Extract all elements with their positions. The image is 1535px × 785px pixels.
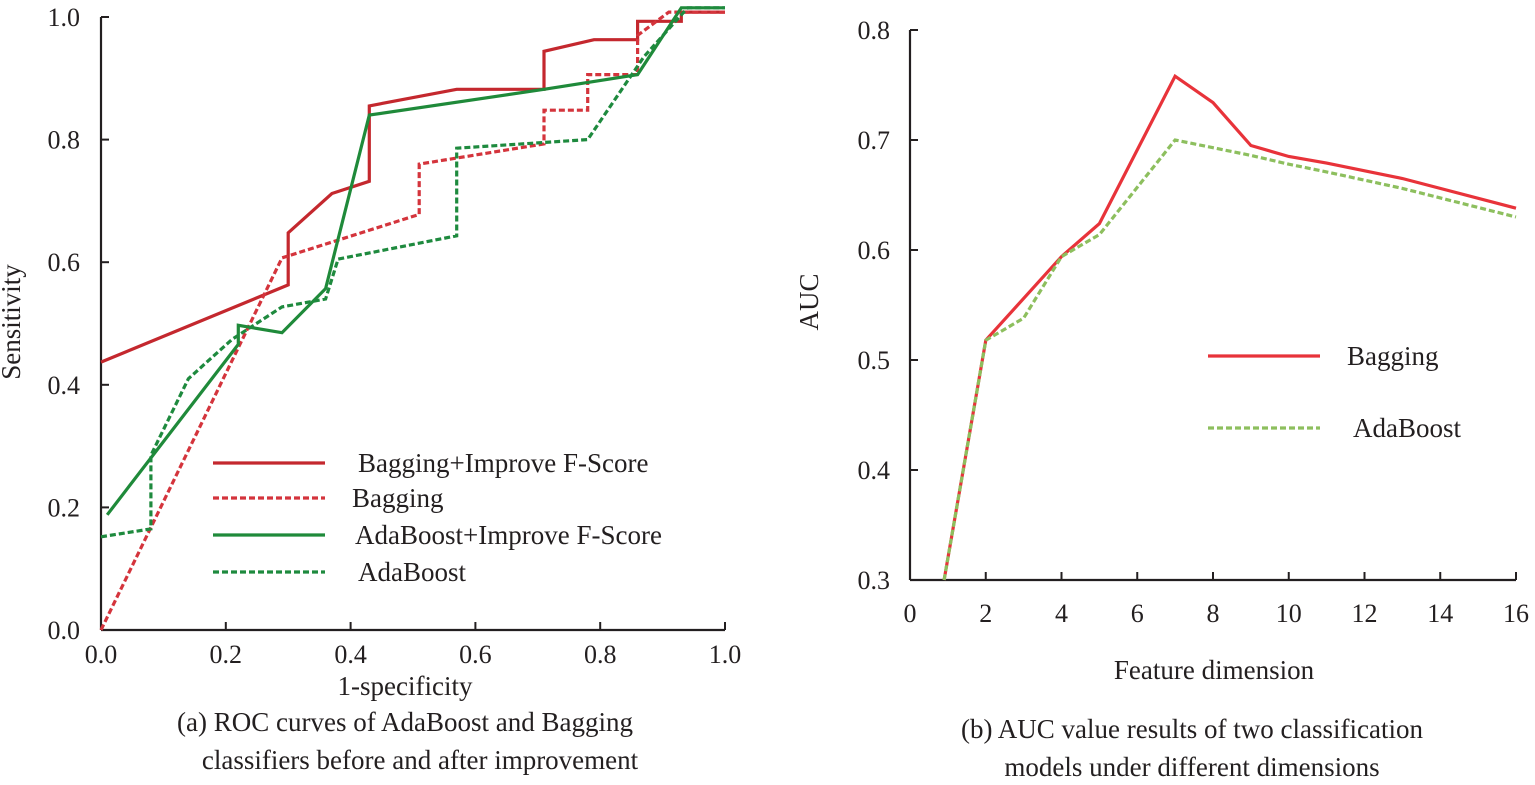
panel-b-x-tick-label: 14	[1427, 599, 1453, 628]
panel-b-series-bagging	[942, 73, 1517, 581]
panel-b-x-tick-label: 8	[1207, 599, 1220, 628]
panel-b-x-tick-label: 0	[904, 599, 917, 628]
panel-a-x-tick-label: 0.2	[210, 640, 243, 669]
panel-a-roc-chart: 0.0 0.2 0.4 0.6 0.8 1.0 0.0 0.2 0.4 0.6 0.8 1.0 Bag…	[0, 3, 741, 775]
panel-a-legend-label-bagging: Bagging	[352, 483, 444, 513]
panel-a-legend: Bagging+Improve F-Score Bagging AdaBoost+I…	[213, 448, 662, 587]
panel-b-caption-line-2: models under different dimensions	[1004, 752, 1379, 782]
panel-b-caption-line-1: (b) AUC value results of two classificat…	[961, 714, 1423, 744]
panel-b-legend-label-bagging: Bagging	[1347, 341, 1439, 371]
panel-a-y-tick-label: 0.2	[48, 493, 81, 522]
panel-a-x-tick-label: 0.0	[85, 640, 118, 669]
panel-b-x-tick-label: 6	[1131, 599, 1144, 628]
panel-a-y-tick-label: 0.8	[48, 126, 81, 155]
panel-a-ylabel: Sensitivity	[0, 264, 26, 380]
panel-b-x-tick-label: 12	[1352, 599, 1378, 628]
panel-a-y-tick-label: 0.4	[48, 371, 81, 400]
panel-b-legend-label-adaboost: AdaBoost	[1353, 413, 1461, 443]
panel-a-x-tick-label: 0.6	[459, 640, 492, 669]
panel-a-axes: 0.0 0.2 0.4 0.6 0.8 1.0 0.0 0.2 0.4 0.6 0.8 1.0	[48, 3, 742, 669]
panel-b-y-tick-label: 0.7	[858, 126, 891, 155]
panel-b-x-tick-label: 16	[1503, 599, 1529, 628]
panel-a-legend-label-adaboost: AdaBoost	[358, 557, 466, 587]
panel-b-x-tick-label: 2	[979, 599, 992, 628]
panel-a-y-tick-label: 1.0	[48, 3, 81, 32]
panel-b-y-tick-label: 0.6	[858, 236, 891, 265]
panel-a-y-tick-label: 0.6	[48, 248, 81, 277]
panel-a-series-bagging-improve-f-score	[100, 10, 725, 364]
panel-a-x-tick-label: 0.8	[584, 640, 617, 669]
panel-b-x-tick-label: 4	[1055, 599, 1068, 628]
panel-b-legend: Bagging AdaBoost	[1208, 341, 1461, 443]
panel-b-ylabel: AUC	[794, 273, 824, 330]
panel-a-y-tick-label: 0.0	[48, 616, 81, 645]
panel-a-caption-line-2: classifiers before and after improvement	[202, 745, 639, 775]
panel-b-auc-chart: 0 2 4 6 8 10 12 14 16 0.3 0.4 0.5 0.6 0.7 0.8 Bagging A…	[794, 16, 1529, 782]
panel-a-series-bagging	[99, 10, 725, 631]
panel-b-xlabel: Feature dimension	[1114, 655, 1315, 685]
panel-b-series-group	[942, 73, 1517, 581]
panel-b-y-tick-label: 0.8	[858, 16, 891, 45]
panel-b-y-tick-label: 0.5	[858, 346, 891, 375]
panel-b-y-tick-label: 0.3	[858, 566, 891, 595]
panel-a-legend-label-bagging-improve-f-score: Bagging+Improve F-Score	[358, 448, 648, 478]
panel-b-y-tick-label: 0.4	[858, 456, 891, 485]
panel-a-series-adaboost-improve-f-score	[105, 6, 725, 516]
panel-b-x-tick-label: 10	[1276, 599, 1302, 628]
panel-b-series-adaboost	[942, 138, 1517, 581]
panel-b-axes: 0 2 4 6 8 10 12 14 16 0.3 0.4 0.5 0.6 0.7 0.8	[858, 16, 1530, 628]
panel-a-series-adaboost	[100, 6, 725, 539]
panel-a-xlabel: 1-specificity	[338, 671, 473, 701]
panel-a-caption-line-1: (a) ROC curves of AdaBoost and Bagging	[177, 707, 633, 737]
panel-a-legend-label-adaboost-improve-f-score: AdaBoost+Improve F-Score	[355, 520, 662, 550]
panel-a-series-group	[99, 6, 725, 631]
panel-a-x-tick-label: 1.0	[709, 640, 742, 669]
panel-a-x-tick-label: 0.4	[334, 640, 367, 669]
